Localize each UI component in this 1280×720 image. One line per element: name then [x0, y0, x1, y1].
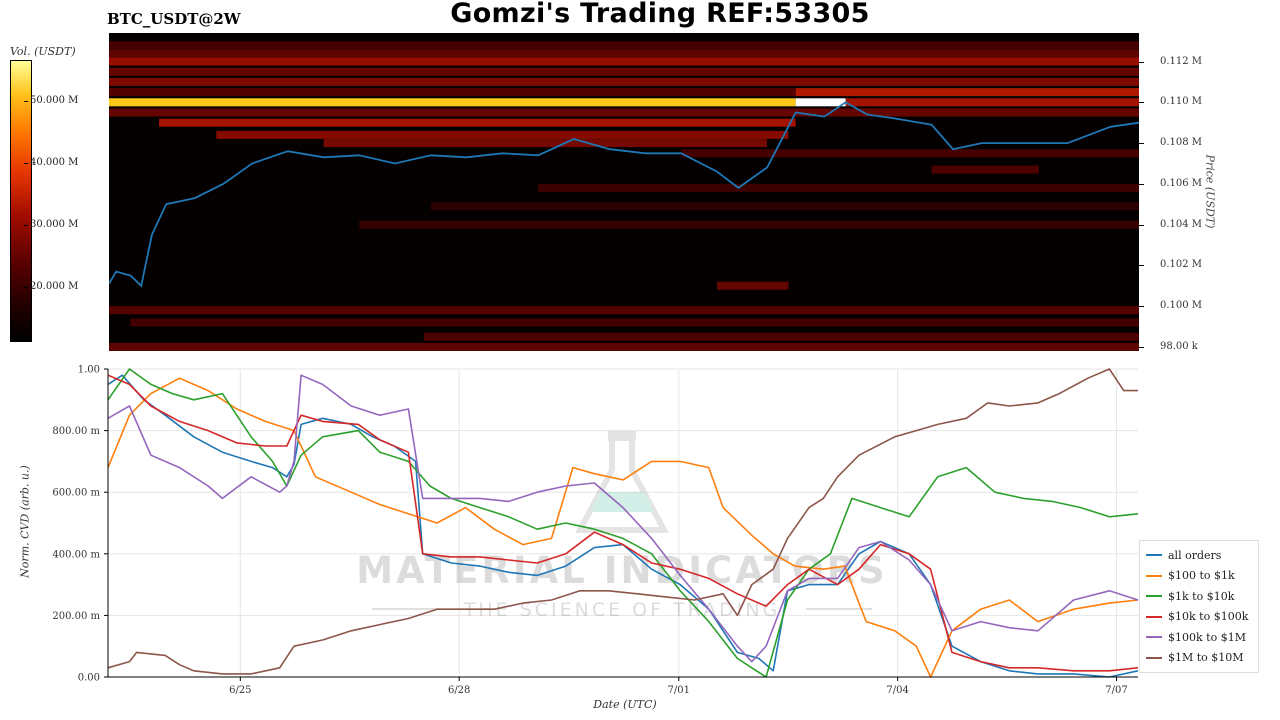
liquidity-band — [109, 57, 1139, 66]
liquidity-band — [109, 67, 1139, 76]
price-tick-mark — [1139, 183, 1144, 185]
price-tick-mark — [1139, 306, 1144, 308]
legend-label: $1k to $10k — [1168, 589, 1235, 603]
liquidity-band — [795, 98, 846, 107]
colorbar-label: Vol. (USDT) — [10, 45, 76, 58]
liquidity-band — [538, 183, 1139, 192]
legend-item: $10k to $100k — [1146, 607, 1252, 628]
liquidity-band — [109, 41, 1139, 50]
series-line — [107, 368, 1138, 675]
legend-label: $100k to $1M — [1168, 630, 1246, 644]
colorbar-tick: 20.000 M — [23, 281, 79, 292]
y-tick-label: 1.00 — [78, 365, 100, 376]
series-line — [107, 374, 1139, 663]
x-tick-label: 7/01 — [668, 685, 690, 696]
chart-title: Gomzi's Trading REF:53305 — [450, 0, 870, 29]
legend-item: $1k to $10k — [1146, 586, 1252, 607]
legend-swatch — [1146, 656, 1162, 659]
y-tick-label: 200.00 m — [52, 611, 100, 622]
x-axis-label: Date (UTC) — [593, 698, 657, 711]
flask-outline — [575, 441, 669, 533]
symbol-label: BTC_USDT@2W — [107, 10, 241, 28]
legend-label: all orders — [1168, 548, 1222, 562]
price-line — [109, 101, 1139, 288]
price-tick-mark — [1139, 61, 1144, 63]
heatmap-canvas — [109, 41, 1139, 351]
y-tick-label: 0.00 — [78, 673, 100, 684]
price-tick-mark — [1139, 265, 1144, 267]
liquidity-band — [931, 165, 1039, 174]
flask-cap — [608, 431, 636, 441]
legend-swatch — [1146, 595, 1162, 598]
legend-swatch — [1146, 636, 1162, 639]
orderbook-heatmap — [109, 33, 1139, 351]
series-line — [107, 368, 1139, 678]
colorbar-tick: 50.000 M — [23, 95, 79, 106]
flask-liquid — [590, 492, 654, 512]
y-tick-label: 600.00 m — [52, 488, 100, 499]
liquidity-band — [130, 318, 1139, 327]
liquidity-band — [109, 108, 1139, 117]
liquidity-band — [430, 202, 1139, 211]
price-tick-label: 0.102 M — [1160, 259, 1203, 271]
cvd-y-axis-label: Norm. CVD (arb. u.) — [18, 465, 32, 578]
legend-swatch — [1146, 615, 1162, 618]
liquidity-band — [359, 220, 1139, 229]
liquidity-band — [109, 98, 796, 107]
y-tick-label: 400.00 m — [52, 549, 100, 560]
x-tick-label: 6/25 — [229, 685, 251, 696]
legend-swatch — [1146, 554, 1162, 557]
price-tick-label: 0.106 M — [1160, 177, 1203, 189]
series-line — [107, 374, 1139, 672]
liquidity-band — [845, 98, 1139, 107]
liquidity-band — [716, 281, 789, 290]
liquidity-band — [681, 149, 1139, 158]
liquidity-band — [323, 139, 768, 148]
legend-label: $1M to $10M — [1168, 651, 1244, 665]
legend-label: $10k to $100k — [1168, 610, 1249, 624]
watermark-tagline: THE SCIENCE OF TRADING — [463, 599, 781, 621]
liquidity-band — [109, 77, 1139, 86]
y-tick-label: 800.00 m — [52, 426, 100, 437]
legend-item: $100k to $1M — [1146, 627, 1252, 648]
price-tick-mark — [1139, 143, 1144, 145]
price-tick-mark — [1139, 102, 1144, 104]
cvd-grid — [108, 368, 1138, 678]
liquidity-band — [109, 49, 1139, 58]
liquidity-band — [159, 118, 796, 127]
legend-item: $100 to $1k — [1146, 566, 1252, 587]
liquidity-band — [109, 88, 796, 97]
colorbar-tick: 30.000 M — [23, 219, 79, 230]
x-tick-label: 6/28 — [448, 685, 470, 696]
liquidity-band — [109, 306, 1139, 315]
price-tick-label: 0.104 M — [1160, 218, 1203, 230]
price-tick-label: 0.100 M — [1160, 300, 1203, 312]
legend: all orders $100 to $1k $1k to $10k $10k to … — [1139, 540, 1259, 673]
price-tick-label: 0.110 M — [1160, 96, 1203, 108]
liquidity-band — [795, 88, 1139, 97]
legend-swatch — [1146, 574, 1162, 577]
cvd-series — [107, 368, 1139, 678]
colorbar-tick: 40.000 M — [23, 157, 79, 168]
price-tick-label: 0.108 M — [1160, 137, 1203, 149]
cvd-axes: 0.00 200.00 m 400.00 m 600.00 m 800.00 m 1.00… — [52, 365, 1138, 696]
liquidity-band — [423, 332, 1139, 341]
liquidity-band — [109, 342, 1139, 351]
series-line — [107, 377, 1139, 678]
x-tick-label: 7/04 — [886, 685, 908, 696]
legend-item: all orders — [1146, 545, 1252, 566]
x-tick-label: 7/07 — [1105, 685, 1127, 696]
liquidity-band — [216, 130, 789, 139]
price-tick-mark — [1139, 224, 1144, 226]
price-tick-label: 0.112 M — [1160, 55, 1203, 67]
price-tick-label: 98.00 k — [1160, 340, 1198, 352]
legend-item: $1M to $10M — [1146, 648, 1252, 669]
price-tick-mark — [1139, 346, 1144, 348]
legend-label: $100 to $1k — [1168, 569, 1235, 583]
volume-colorbar — [10, 60, 32, 342]
